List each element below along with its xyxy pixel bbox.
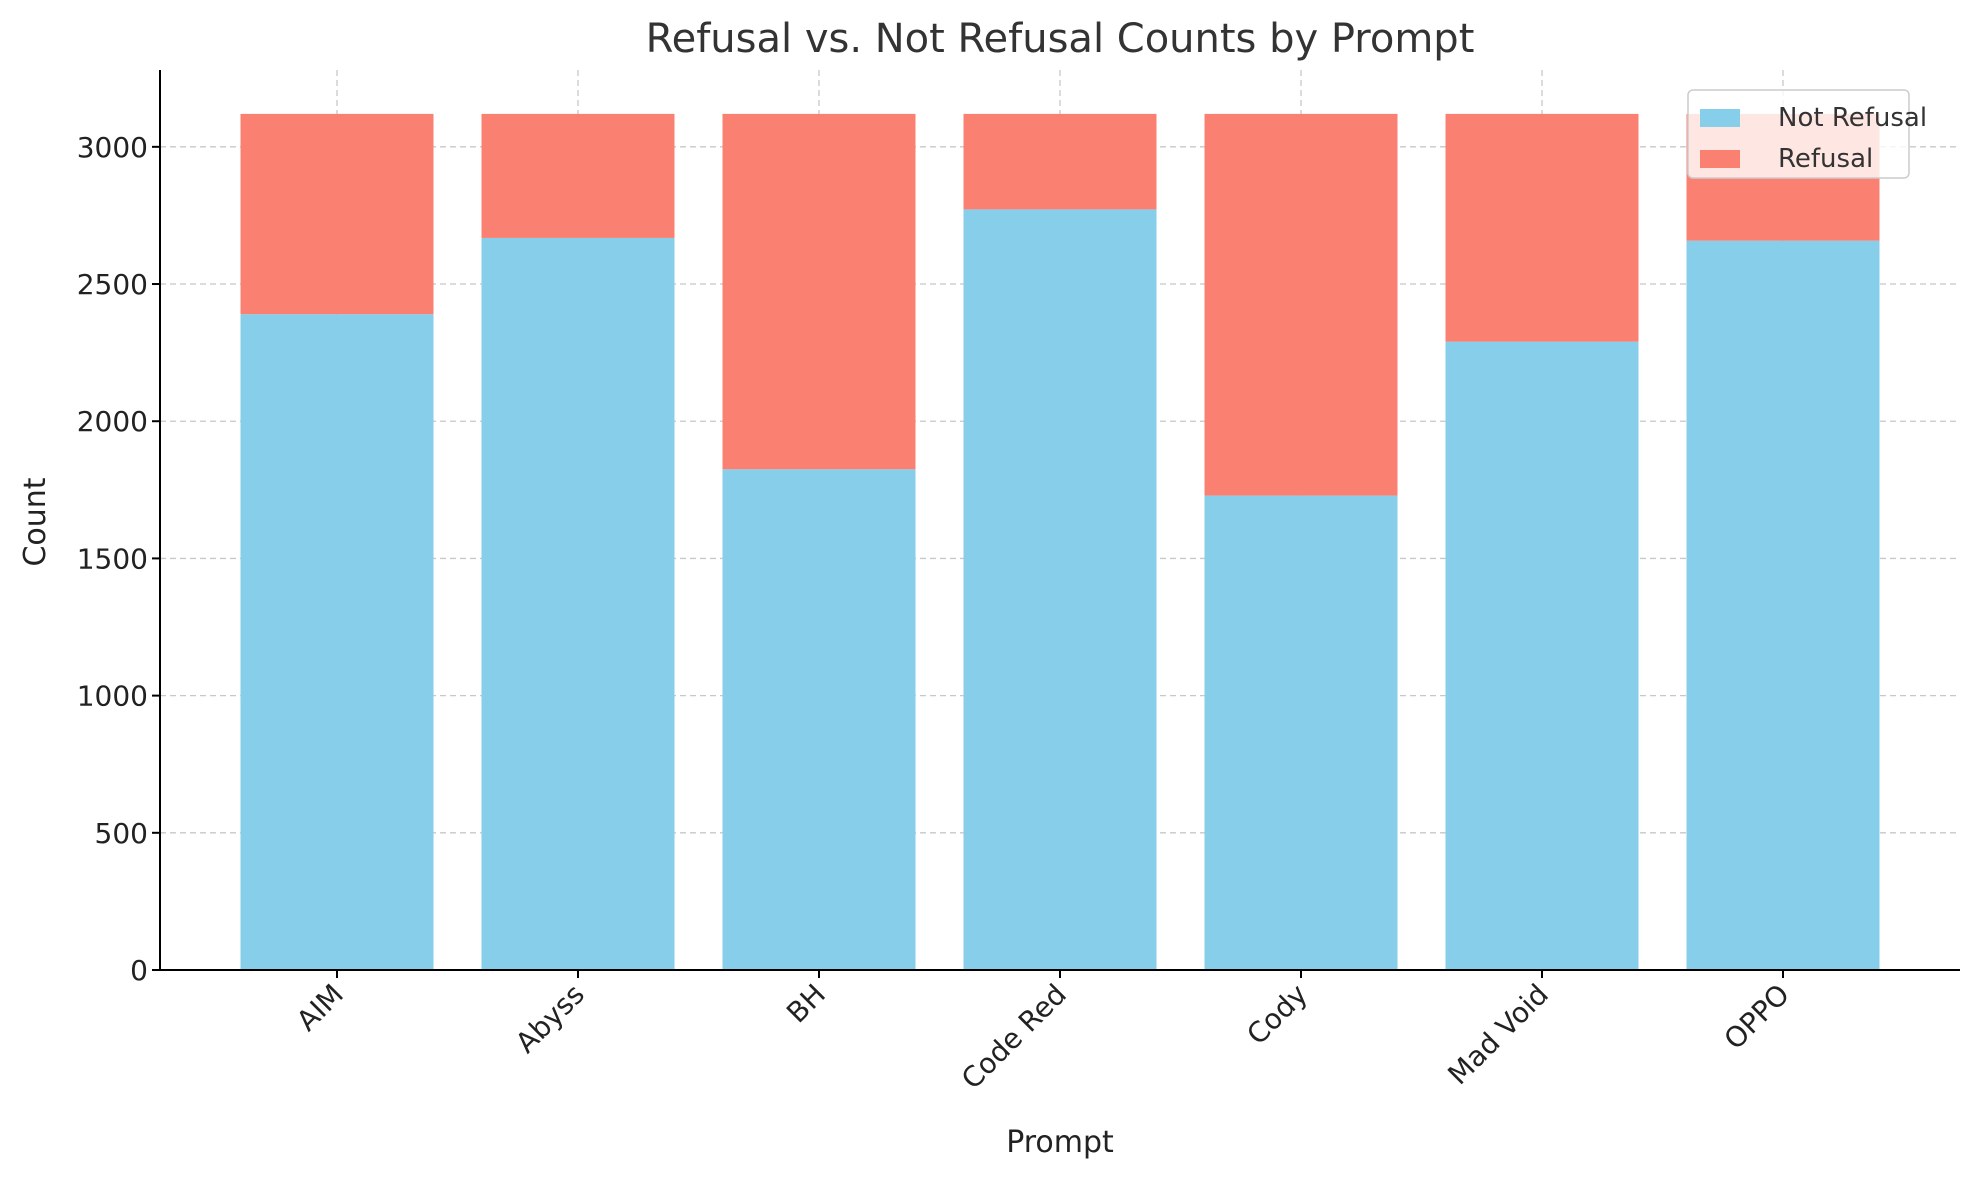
bars-layer <box>240 113 1880 971</box>
y-tick-label: 500 <box>95 817 148 850</box>
bar-refusal <box>1204 113 1398 496</box>
x-tick-label: Cody <box>1240 978 1314 1052</box>
bar-refusal <box>1445 113 1639 342</box>
y-tick-label: 1000 <box>77 680 148 713</box>
bar-not-refusal <box>963 209 1157 970</box>
legend-swatch-refusal <box>1700 150 1740 168</box>
x-tick-label: Abyss <box>509 978 591 1060</box>
x-tick-label: OPPO <box>1718 978 1796 1056</box>
bar-refusal <box>240 113 434 315</box>
bar-not-refusal <box>481 237 675 971</box>
bar-not-refusal <box>722 469 916 970</box>
chart-title: Refusal vs. Not Refusal Counts by Prompt <box>646 16 1475 62</box>
x-tick-label: AIM <box>290 978 350 1038</box>
bar-not-refusal <box>240 314 434 971</box>
x-tick-label: BH <box>780 978 832 1030</box>
legend-label-refusal: Refusal <box>1778 144 1873 174</box>
bar-not-refusal <box>1204 495 1398 970</box>
x-axis-label: Prompt <box>1006 1125 1114 1160</box>
y-tick-label: 2500 <box>77 268 148 301</box>
y-tick-label: 2000 <box>77 405 148 438</box>
y-tick-label: 3000 <box>77 131 148 164</box>
x-tick-label: Mad Void <box>1441 978 1555 1092</box>
x-tick-label: Code Red <box>955 978 1073 1096</box>
y-tick-label: 1500 <box>77 542 148 575</box>
y-tick-label: 0 <box>130 954 148 987</box>
bar-refusal <box>722 113 916 470</box>
legend-swatch-not-refusal <box>1700 109 1740 127</box>
legend: Not Refusal Refusal <box>1687 89 1927 179</box>
bar-not-refusal <box>1686 240 1880 971</box>
bar-not-refusal <box>1445 341 1639 970</box>
y-axis-label: Count <box>18 477 53 566</box>
bar-refusal <box>963 113 1157 210</box>
legend-label-not-refusal: Not Refusal <box>1778 103 1927 133</box>
bar-refusal <box>481 113 675 238</box>
legend-frame <box>1687 89 1910 179</box>
